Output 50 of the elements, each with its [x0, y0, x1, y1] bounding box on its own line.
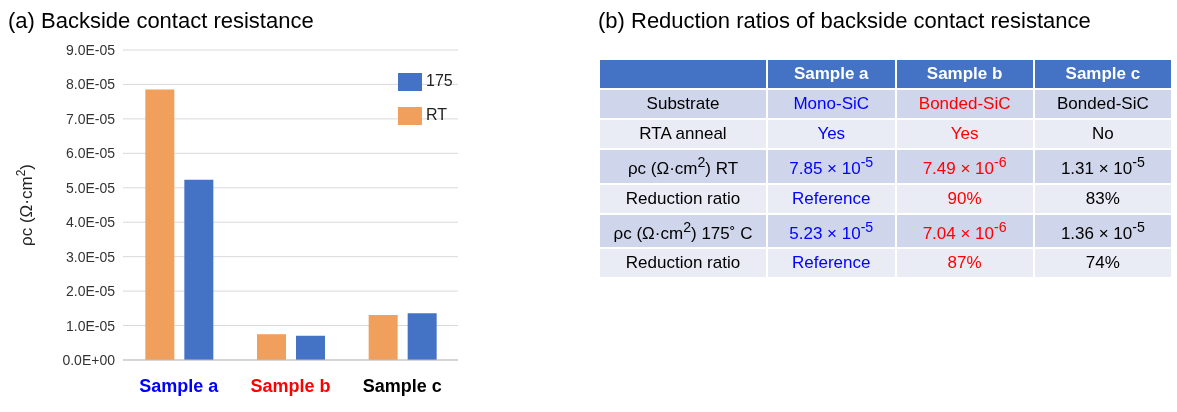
category-label: Reduction ratio	[625, 253, 741, 273]
y-tick-label: 2.0E-05	[65, 283, 116, 300]
x-tick-label: Sample b	[250, 376, 331, 396]
bar	[257, 334, 286, 360]
text: Yes	[817, 124, 846, 143]
category-label: ρc (Ω·cm$^{2}$) 175˚ C	[613, 218, 753, 243]
bar	[368, 314, 398, 360]
y-tick-label: 6.0E-05	[65, 145, 116, 162]
text: Bonded-SiC	[918, 94, 1011, 113]
text: 7.85 × 10$^{-5}$	[789, 154, 874, 178]
bar	[145, 89, 175, 360]
text: No	[1092, 124, 1114, 143]
chart-title: (a) Backside contact resistance	[8, 8, 315, 34]
category-label: Sample c	[1033, 59, 1172, 89]
text: 1.36 × 10$^{-5}$	[1060, 218, 1145, 243]
text: 74%	[1085, 253, 1120, 273]
y-tick-label: 0.0E+00	[62, 351, 116, 368]
legend-label: RT	[426, 106, 448, 123]
y-tick-label: 4.0E-05	[65, 214, 116, 231]
text: 87%	[947, 253, 982, 273]
text: 1.31 × 10$^{-5}$	[1060, 154, 1145, 178]
legend-label: 175	[426, 72, 453, 89]
category-label: Sample b	[895, 59, 1034, 89]
y-tick-label: 8.0E-05	[65, 76, 116, 93]
category-label: Reduction ratio	[625, 188, 741, 208]
text: 7.49 × 10$^{-6}$	[922, 154, 1007, 178]
text: Yes	[950, 124, 979, 143]
category-label: ρc (Ω·cm$^{2}$) RT	[627, 154, 739, 178]
y-tick-label: 5.0E-05	[65, 179, 116, 196]
text: (b) Reduction ratios of backside contact resistance	[598, 8, 1092, 34]
text: Reference	[792, 253, 871, 273]
x-tick-label: Sample c	[362, 376, 442, 396]
text: Reference	[792, 188, 871, 208]
text: Mono-SiC	[793, 94, 870, 113]
category-label: Substrate	[646, 94, 720, 113]
y-tick-label: 9.0E-05	[65, 41, 116, 58]
y-tick-label: 7.0E-05	[65, 110, 116, 127]
text: 83%	[1085, 188, 1120, 208]
text: 5.23 × 10$^{-5}$	[789, 218, 874, 243]
bar	[296, 335, 325, 360]
text: Bonded-SiC	[1057, 94, 1149, 113]
bar	[407, 313, 437, 360]
text: 90%	[947, 188, 982, 208]
x-tick-label: Sample a	[139, 376, 220, 396]
category-label: RTA anneal	[639, 124, 727, 143]
y-tick-label: 1.0E-05	[65, 317, 116, 334]
category-label: Sample a	[767, 59, 896, 89]
bar	[184, 179, 214, 360]
y-tick-label: 3.0E-05	[65, 248, 116, 265]
text: 7.04 × 10$^{-6}$	[922, 218, 1007, 243]
